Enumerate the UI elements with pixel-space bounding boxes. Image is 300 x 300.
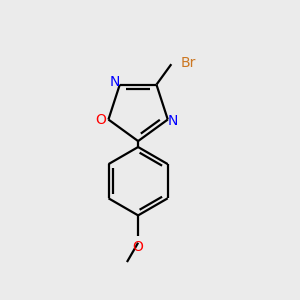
Text: O: O: [96, 112, 106, 127]
Text: N: N: [168, 114, 178, 128]
Text: N: N: [110, 75, 120, 89]
Text: O: O: [133, 240, 143, 254]
Text: Br: Br: [180, 56, 196, 70]
